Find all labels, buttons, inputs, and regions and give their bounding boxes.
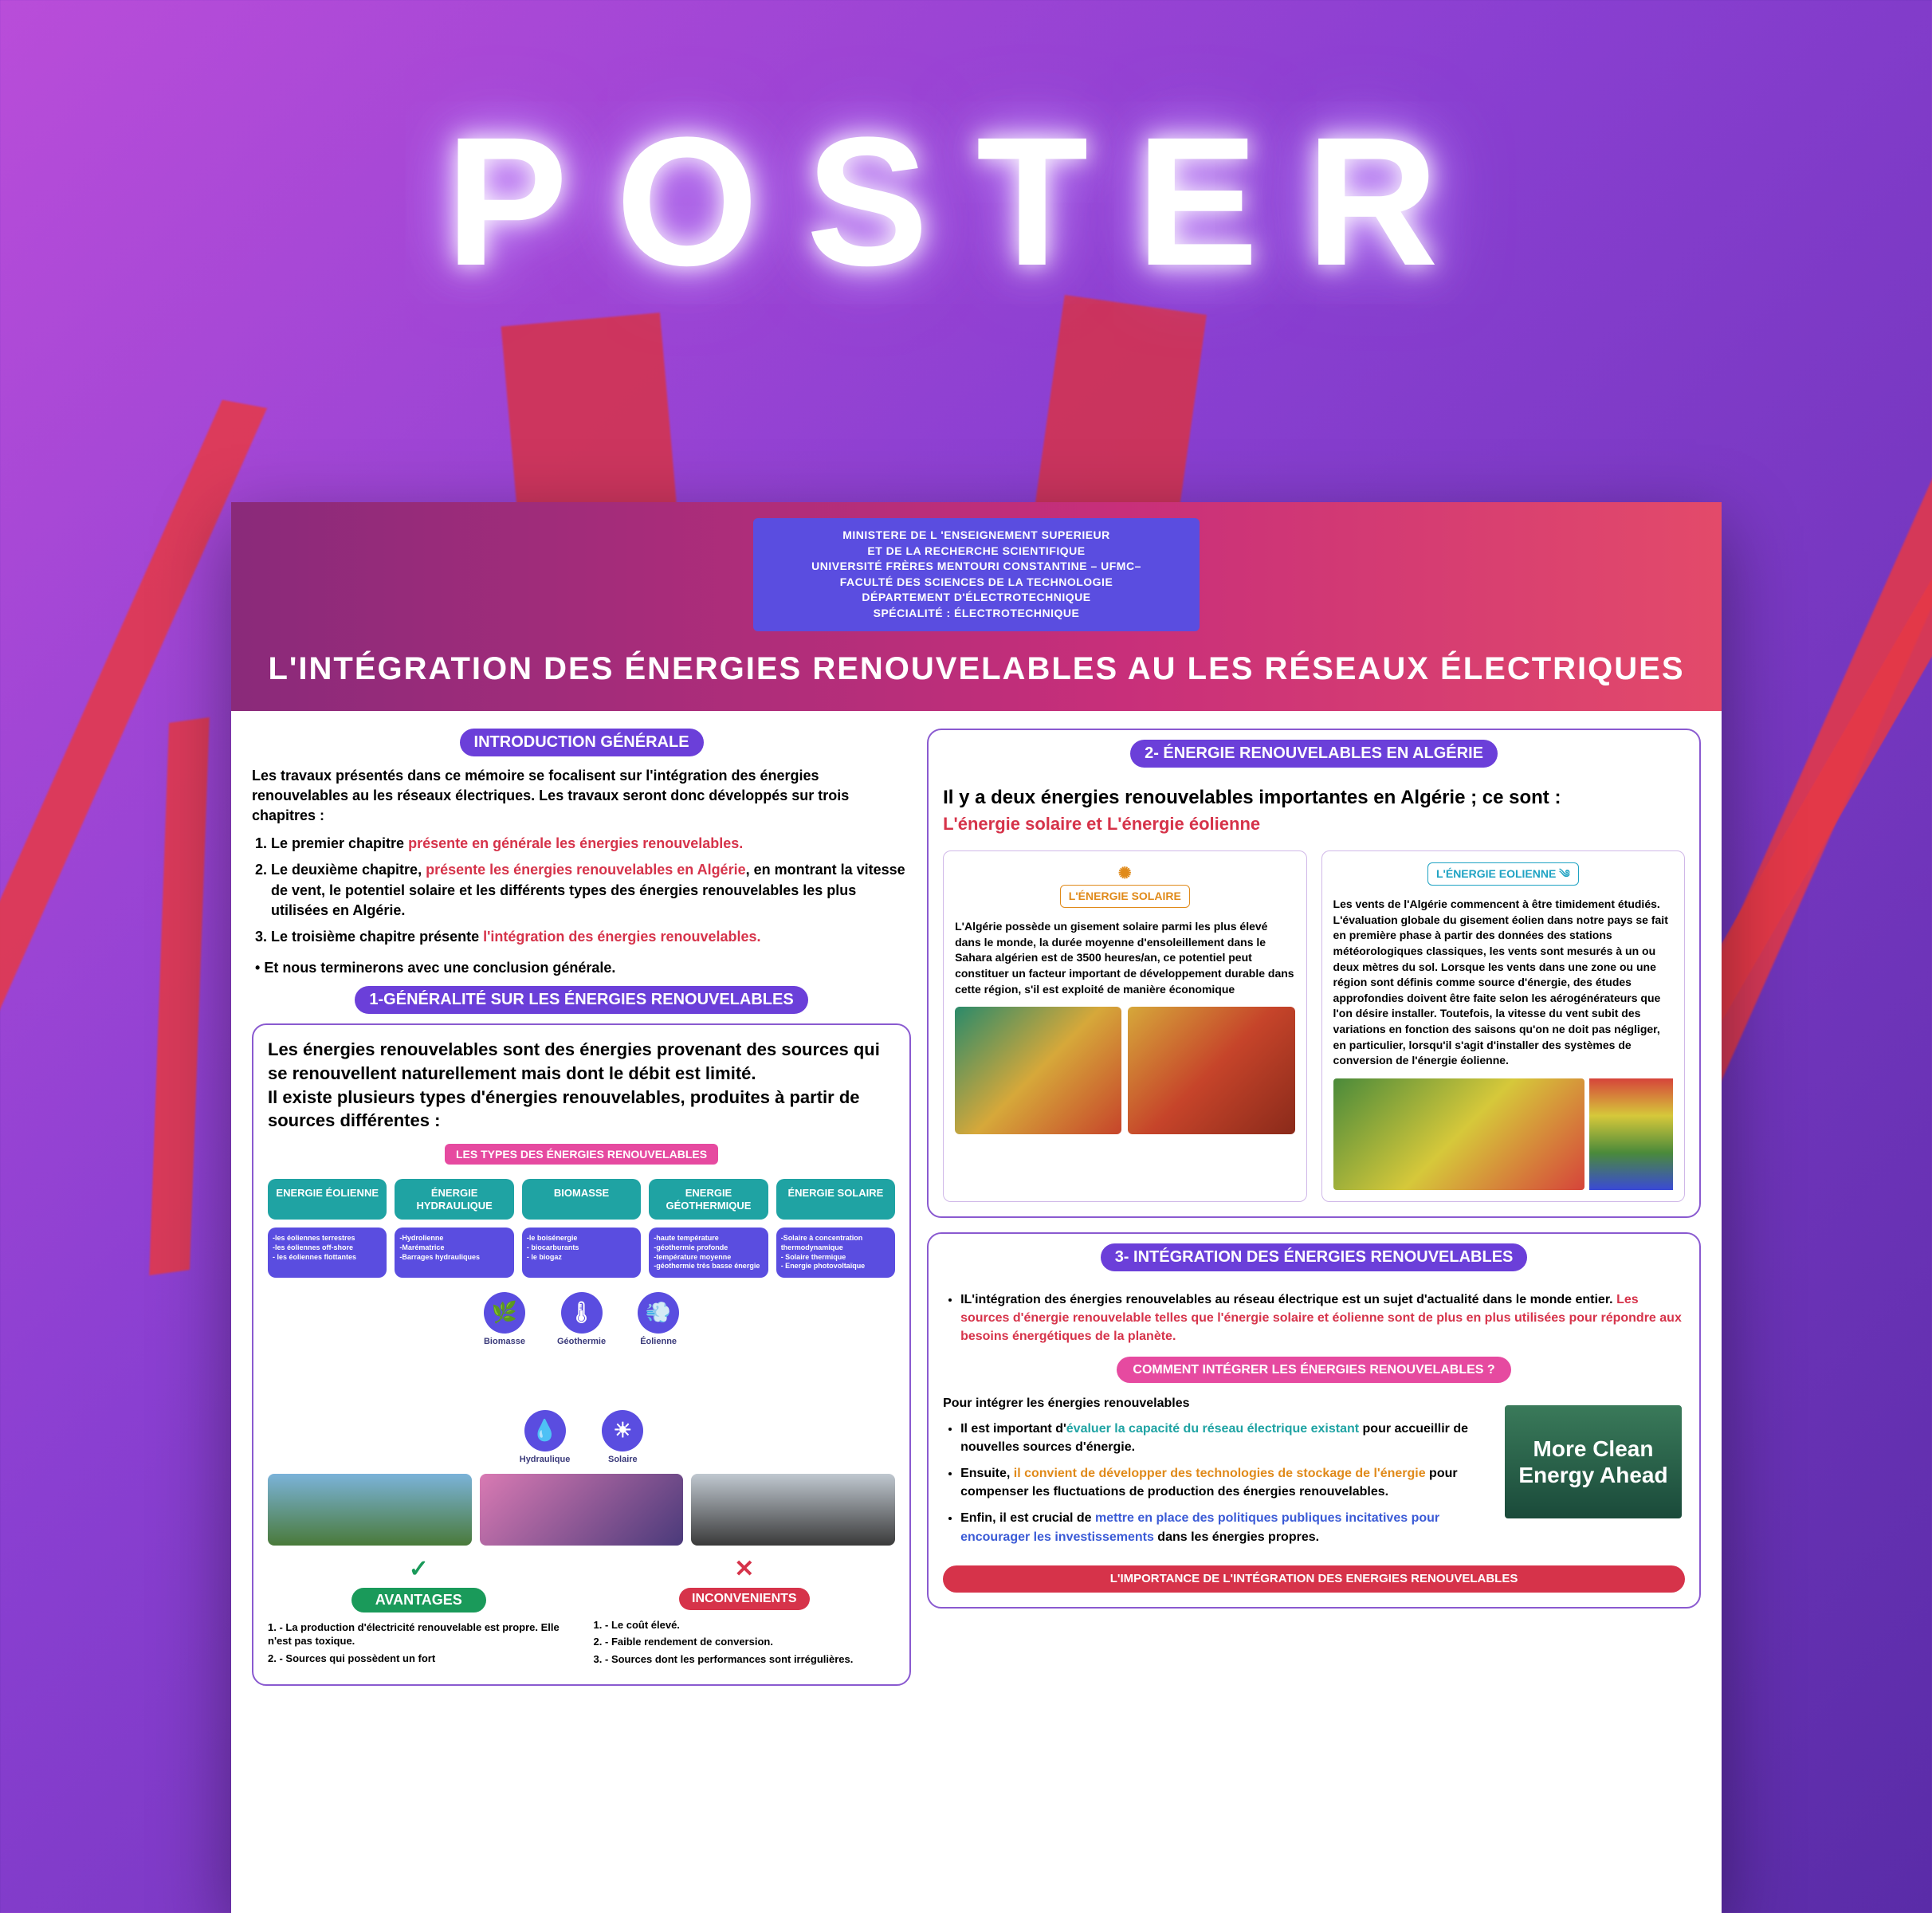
icon-solaire: ☀Solaire: [602, 1410, 643, 1464]
ministry-line: FACULTÉ DES SCIENCES DE LA TECHNOLOGIE: [768, 575, 1185, 591]
sub-solaire: -Solaire à concentration thermodynamique…: [776, 1228, 895, 1278]
ministry-line: ET DE LA RECHERCHE SCIENTIFIQUE: [768, 544, 1185, 560]
photo-solar-panels: [691, 1474, 895, 1546]
type-hydraulique: ÉNERGIE HYDRAULIQUE: [395, 1179, 513, 1220]
advantages-list: 1. - La production d'électricité renouve…: [268, 1620, 570, 1666]
types-row: ENERGIE ÉOLIENNE ÉNERGIE HYDRAULIQUE BIO…: [268, 1179, 895, 1220]
photo-renewable: [480, 1474, 684, 1546]
sec2-lead: Il y a deux énergies renouvelables impor…: [943, 787, 1685, 809]
intro-item-1: Le premier chapitre présente en générale…: [271, 834, 911, 854]
icon-biomasse: 🌿Biomasse: [484, 1292, 525, 1346]
ministry-line: SPÉCIALITÉ : ÉLECTROTECHNIQUE: [768, 606, 1185, 622]
wind-swirl-icon: ༄: [1559, 867, 1569, 880]
photo-wind-farm: [268, 1474, 472, 1546]
cross-icon: ✕: [594, 1555, 896, 1583]
wind-scale: [1589, 1078, 1673, 1190]
sub-eolienne: -les éoliennes terrestres -les éoliennes…: [268, 1228, 387, 1278]
type-eolienne: ENERGIE ÉOLIENNE: [268, 1179, 387, 1220]
advantages-badge: AVANTAGES: [351, 1588, 486, 1612]
icon-row: 🌿Biomasse 🌡Géothermie 💨Éolienne 💧Hydraul…: [268, 1292, 895, 1464]
intro-badge: INTRODUCTION GÉNÉRALE: [460, 729, 704, 756]
solar-box: ✺ L'ÉNERGIE SOLAIRE L'Algérie possède un…: [943, 850, 1306, 1202]
type-biomasse: BIOMASSE: [522, 1179, 641, 1220]
solar-map-2: [1128, 1007, 1294, 1134]
sun-icon: ☀: [602, 1410, 643, 1451]
wind-map-row: [1333, 1078, 1673, 1190]
sec2-badge: 2- ÉNERGIE RENOUVELABLES EN ALGÉRIE: [1130, 740, 1498, 768]
sub-hydraulique: -Hydrolienne -Marématrice -Barrages hydr…: [395, 1228, 513, 1278]
advantages-col: ✓ AVANTAGES 1. - La production d'électri…: [268, 1555, 570, 1669]
intro-item-3: Le troisième chapitre présente l'intégra…: [271, 927, 911, 947]
subtypes-row: -les éoliennes terrestres -les éoliennes…: [268, 1228, 895, 1278]
clean-energy-sign: More Clean Energy Ahead: [1502, 1402, 1685, 1522]
energy-two-box: ✺ L'ÉNERGIE SOLAIRE L'Algérie possède un…: [943, 850, 1685, 1202]
sec2-sub: L'énergie solaire et L'énergie éolienne: [943, 814, 1685, 835]
inconvenients-col: ✕ INCONVENIENTS 1. - Le coût élevé. 2. -…: [594, 1555, 896, 1670]
water-icon: 💧: [524, 1410, 566, 1451]
ministry-line: MINISTERE DE L 'ENSEIGNEMENT SUPERIEUR: [768, 528, 1185, 544]
wind-label: L'ÉNERGIE EOLIENNE ༄: [1427, 862, 1579, 886]
wind-text: Les vents de l'Algérie commencent à être…: [1333, 897, 1673, 1069]
icon-hydraulique: 💧Hydraulique: [520, 1410, 571, 1464]
brush-stroke: [0, 400, 267, 1115]
inconvenients-list: 1. - Le coût élevé. 2. - Faible rendemen…: [594, 1618, 896, 1667]
wind-box: L'ÉNERGIE EOLIENNE ༄ Les vents de l'Algé…: [1321, 850, 1685, 1202]
sec2-panel: 2- ÉNERGIE RENOUVELABLES EN ALGÉRIE Il y…: [927, 729, 1701, 1218]
advantages-inconvenients: ✓ AVANTAGES 1. - La production d'électri…: [268, 1555, 895, 1670]
how-badge: COMMENT INTÉGRER LES ÉNERGIES RENOUVELAB…: [1117, 1357, 1510, 1383]
main-title: L'INTÉGRATION DES ÉNERGIES RENOUVELABLES…: [255, 651, 1698, 687]
solar-text: L'Algérie possède un gisement solaire pa…: [955, 919, 1294, 997]
poster-header: MINISTERE DE L 'ENSEIGNEMENT SUPERIEUR E…: [231, 502, 1722, 711]
solar-map-1: [955, 1007, 1121, 1134]
left-column: INTRODUCTION GÉNÉRALE Les travaux présen…: [252, 729, 911, 1700]
photo-row: [268, 1474, 895, 1546]
ministry-line: UNIVERSITÉ FRÈRES MENTOURI CONSTANTINE –…: [768, 559, 1185, 575]
glow-title: POSTER: [0, 96, 1932, 307]
intro-lead: Les travaux présentés dans ce mémoire se…: [252, 766, 911, 827]
leaf-icon: 🌿: [484, 1292, 525, 1334]
sec1-badge: 1-GÉNÉRALITÉ SUR LES ÉNERGIES RENOUVELAB…: [355, 986, 807, 1014]
ministry-line: DÉPARTEMENT D'ÉLECTROTECHNIQUE: [768, 590, 1185, 606]
intro-item-4: Et nous terminerons avec une conclusion …: [264, 960, 615, 976]
poster-sheet: MINISTERE DE L 'ENSEIGNEMENT SUPERIEUR E…: [231, 502, 1722, 1913]
sub-geothermique: -haute température -géothermie profonde …: [649, 1228, 768, 1278]
sec3-badge: 3- INTÉGRATION DES ÉNERGIES RENOUVELABLE…: [1101, 1243, 1528, 1271]
intro-text: Les travaux présentés dans ce mémoire se…: [252, 766, 911, 979]
intro-item-2: Le deuxième chapitre, présente les énerg…: [271, 860, 911, 921]
ministry-box: MINISTERE DE L 'ENSEIGNEMENT SUPERIEUR E…: [753, 518, 1200, 631]
icon-eolienne: 💨Éolienne: [638, 1292, 679, 1346]
sec3-text: IL'intégration des énergies renouvelable…: [943, 1290, 1685, 1593]
inconvenients-badge: INCONVENIENTS: [679, 1588, 810, 1610]
sec3-panel: 3- INTÉGRATION DES ÉNERGIES RENOUVELABLE…: [927, 1232, 1701, 1609]
right-column: 2- ÉNERGIE RENOUVELABLES EN ALGÉRIE Il y…: [927, 729, 1701, 1700]
brush-stroke: [149, 717, 210, 1275]
type-geothermique: ENERGIE GÉOTHERMIQUE: [649, 1179, 768, 1220]
sec3-bullet1: IL'intégration des énergies renouvelable…: [960, 1290, 1685, 1346]
sun-rays-icon: ✺: [1118, 865, 1132, 882]
wind-icon: 💨: [638, 1292, 679, 1334]
wind-map: [1333, 1078, 1584, 1190]
sec1-lead: Les énergies renouvelables sont des éner…: [268, 1038, 895, 1133]
sec1-panel: Les énergies renouvelables sont des éner…: [252, 1023, 911, 1685]
type-solaire: ÉNERGIE SOLAIRE: [776, 1179, 895, 1220]
poster-body: INTRODUCTION GÉNÉRALE Les travaux présen…: [231, 711, 1722, 1718]
thermo-icon: 🌡: [561, 1292, 603, 1334]
icon-geothermie: 🌡Géothermie: [557, 1292, 606, 1346]
importance-bar: L'IMPORTANCE DE L'INTÉGRATION DES ENERGI…: [943, 1565, 1685, 1593]
check-icon: ✓: [268, 1555, 570, 1583]
types-label: LES TYPES DES ÉNERGIES RENOUVELABLES: [445, 1144, 718, 1165]
sub-biomasse: -le boisénergie - biocarburants - le bio…: [522, 1228, 641, 1278]
solar-label: L'ÉNERGIE SOLAIRE: [1060, 885, 1190, 909]
